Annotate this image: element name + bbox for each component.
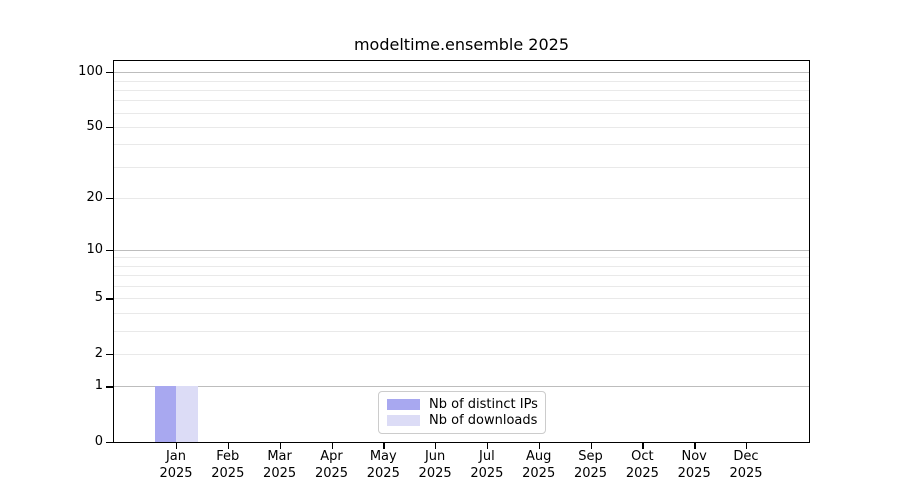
y-axis-tick	[106, 298, 113, 300]
gridline-minor	[114, 166, 809, 168]
y-axis-tick	[106, 126, 113, 129]
gridline-minor	[114, 275, 809, 277]
gridline-minor	[114, 298, 809, 300]
x-axis-tick	[642, 443, 644, 449]
x-axis-tick	[279, 443, 281, 449]
x-tick-label: Oct 2025	[625, 449, 659, 481]
x-axis-tick	[590, 443, 592, 449]
y-tick-label: 50	[86, 118, 103, 134]
legend-label: Nb of downloads	[429, 413, 538, 428]
legend-swatch-nb-of-distinct-ips	[387, 399, 420, 410]
chart-title: modeltime.ensemble 2025	[353, 35, 570, 54]
x-tick-label: Jan 2025	[159, 449, 193, 481]
gridline-minor	[114, 286, 809, 287]
gridline-minor	[114, 257, 809, 259]
x-tick-label: Feb 2025	[211, 449, 245, 481]
bar-nb-of-downloads	[176, 386, 198, 442]
y-tick-label: 2	[94, 345, 103, 361]
x-tick-label: Apr 2025	[314, 449, 349, 481]
x-axis-tick	[538, 443, 541, 449]
y-tick-label: 5	[94, 290, 103, 306]
gridline-minor	[114, 80, 809, 82]
legend-row: Nb of distinct IPs	[387, 397, 538, 412]
gridline-minor	[114, 112, 809, 114]
x-tick-label: Mar 2025	[263, 449, 297, 481]
gridline-minor	[114, 126, 809, 128]
y-axis-tick	[106, 249, 113, 252]
x-tick-label: Jun 2025	[418, 449, 452, 481]
x-tick-label: Nov 2025	[677, 449, 711, 481]
gridline-minor	[114, 100, 809, 102]
gridline-minor	[114, 89, 809, 91]
y-axis-tick	[106, 198, 113, 200]
legend-row: Nb of downloads	[387, 413, 537, 428]
y-tick-label: 10	[86, 241, 103, 257]
plot-area	[113, 60, 810, 443]
x-tick-label: Dec 2025	[729, 449, 763, 481]
legend-label: Nb of distinct IPs	[429, 397, 538, 412]
gridline-minor	[114, 313, 809, 314]
y-axis-tick	[106, 353, 113, 356]
x-axis-tick	[176, 443, 178, 449]
y-tick-label: 20	[86, 190, 103, 205]
y-axis-tick	[106, 442, 113, 444]
gridline-major	[114, 72, 809, 74]
x-tick-label: Jul 2025	[470, 449, 504, 481]
gridline-minor	[114, 144, 809, 146]
bar-nb-of-distinct-ips	[154, 386, 176, 442]
y-axis-tick	[106, 386, 113, 388]
y-tick-label: 100	[78, 64, 103, 80]
y-tick-label: 0	[94, 434, 103, 449]
y-tick-label: 1	[94, 378, 103, 394]
x-axis-tick	[227, 443, 230, 449]
gridline-minor	[114, 330, 809, 332]
gridline-major	[114, 386, 809, 388]
gridline-major	[114, 249, 809, 251]
x-axis-tick	[383, 443, 385, 449]
x-tick-label: Aug 2025	[522, 449, 556, 481]
y-axis-tick	[106, 72, 113, 74]
gridline-minor	[114, 265, 809, 267]
x-axis-tick	[694, 443, 696, 449]
x-axis-tick	[486, 443, 489, 449]
gridline-minor	[114, 353, 809, 355]
x-tick-label: May 2025	[366, 449, 400, 481]
x-axis-tick	[331, 443, 333, 449]
x-axis-tick	[435, 443, 437, 449]
gridline-minor	[114, 198, 809, 199]
x-tick-label: Sep 2025	[573, 449, 608, 481]
legend-swatch-nb-of-downloads	[387, 415, 420, 426]
legend: Nb of distinct IPs Nb of downloads	[378, 391, 546, 434]
x-axis-tick	[746, 443, 748, 449]
